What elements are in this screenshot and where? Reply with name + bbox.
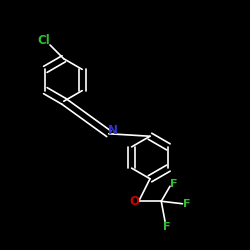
- Text: F: F: [162, 222, 170, 232]
- Text: F: F: [170, 179, 178, 189]
- Text: Cl: Cl: [38, 34, 50, 47]
- Text: O: O: [129, 195, 139, 208]
- Text: N: N: [108, 124, 118, 137]
- Text: F: F: [183, 199, 191, 209]
